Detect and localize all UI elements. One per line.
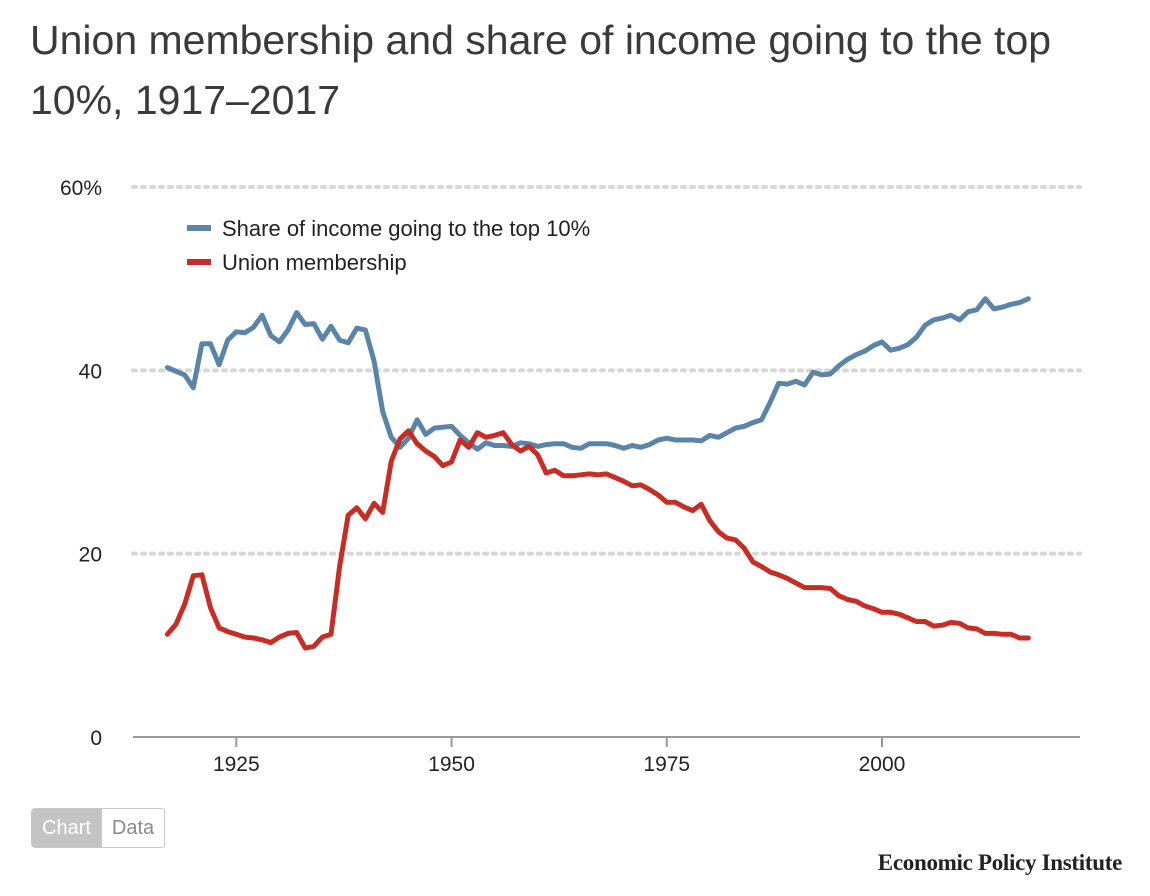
- legend-label-income-share: Share of income going to the top 10%: [222, 216, 590, 241]
- x-tick-label: 1975: [643, 753, 690, 776]
- chart-title: Union membership and share of income goi…: [30, 17, 1052, 123]
- chart-data-toggle: Chart Data: [31, 808, 166, 848]
- chart-tab-button[interactable]: Chart: [32, 809, 101, 847]
- source-credit: Economic Policy Institute: [877, 850, 1123, 875]
- income-share-series-line: [164, 296, 1031, 452]
- x-tick-label: 1925: [213, 753, 260, 776]
- x-tick-label: 1950: [428, 753, 475, 776]
- y-tick-label: 0: [90, 727, 102, 750]
- y-tick-label: 40: [79, 360, 102, 383]
- x-tick-label: 2000: [859, 753, 906, 776]
- data-tab-button[interactable]: Data: [100, 809, 165, 847]
- legend-label-union-membership: Union membership: [222, 250, 407, 275]
- y-tick-label: 20: [79, 544, 102, 567]
- union-membership-series-line: [164, 428, 1031, 651]
- y-tick-label: 60%: [60, 177, 102, 200]
